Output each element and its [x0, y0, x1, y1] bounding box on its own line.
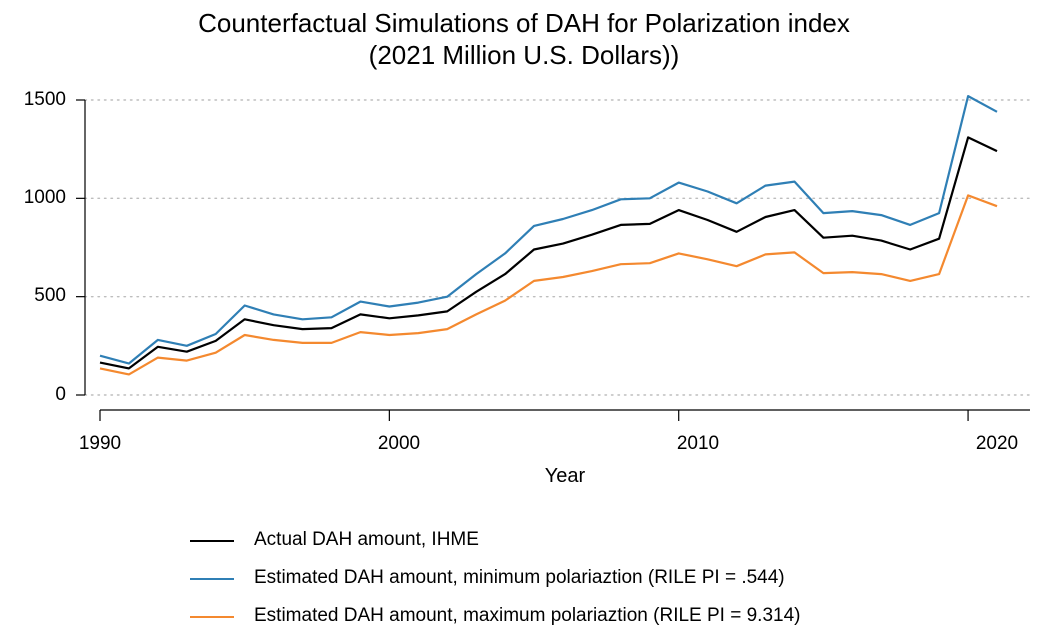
x-tick-label: 2000 — [377, 433, 421, 454]
legend-swatch — [190, 616, 234, 618]
legend-swatch — [190, 578, 234, 580]
x-axis-label: Year — [544, 465, 586, 487]
chart-title: Counterfactual Simulations of DAH for Po… — [198, 8, 850, 38]
y-tick-label: 1500 — [23, 89, 66, 110]
legend-label: Estimated DAH amount, maximum polariazti… — [254, 605, 801, 626]
x-tick-label: 2010 — [676, 433, 720, 454]
y-tick-label: 1000 — [23, 187, 66, 208]
y-tick-label: 500 — [34, 285, 66, 306]
x-tick-label: 2020 — [975, 433, 1019, 454]
legend-swatch — [190, 540, 234, 542]
gridlines — [84, 99, 1031, 396]
x-tick-label: 1990 — [78, 433, 122, 454]
y-tick-label: 0 — [55, 384, 66, 405]
series-line-1 — [99, 94, 998, 365]
legend-label: Estimated DAH amount, minimum polariazti… — [254, 567, 785, 588]
legend-label: Actual DAH amount, IHME — [254, 529, 479, 550]
axes — [76, 99, 1030, 421]
series-lines — [99, 94, 998, 376]
series-line-2 — [99, 194, 998, 376]
chart-subtitle: (2021 Million U.S. Dollars)) — [368, 40, 680, 70]
series-line-0 — [99, 136, 998, 370]
